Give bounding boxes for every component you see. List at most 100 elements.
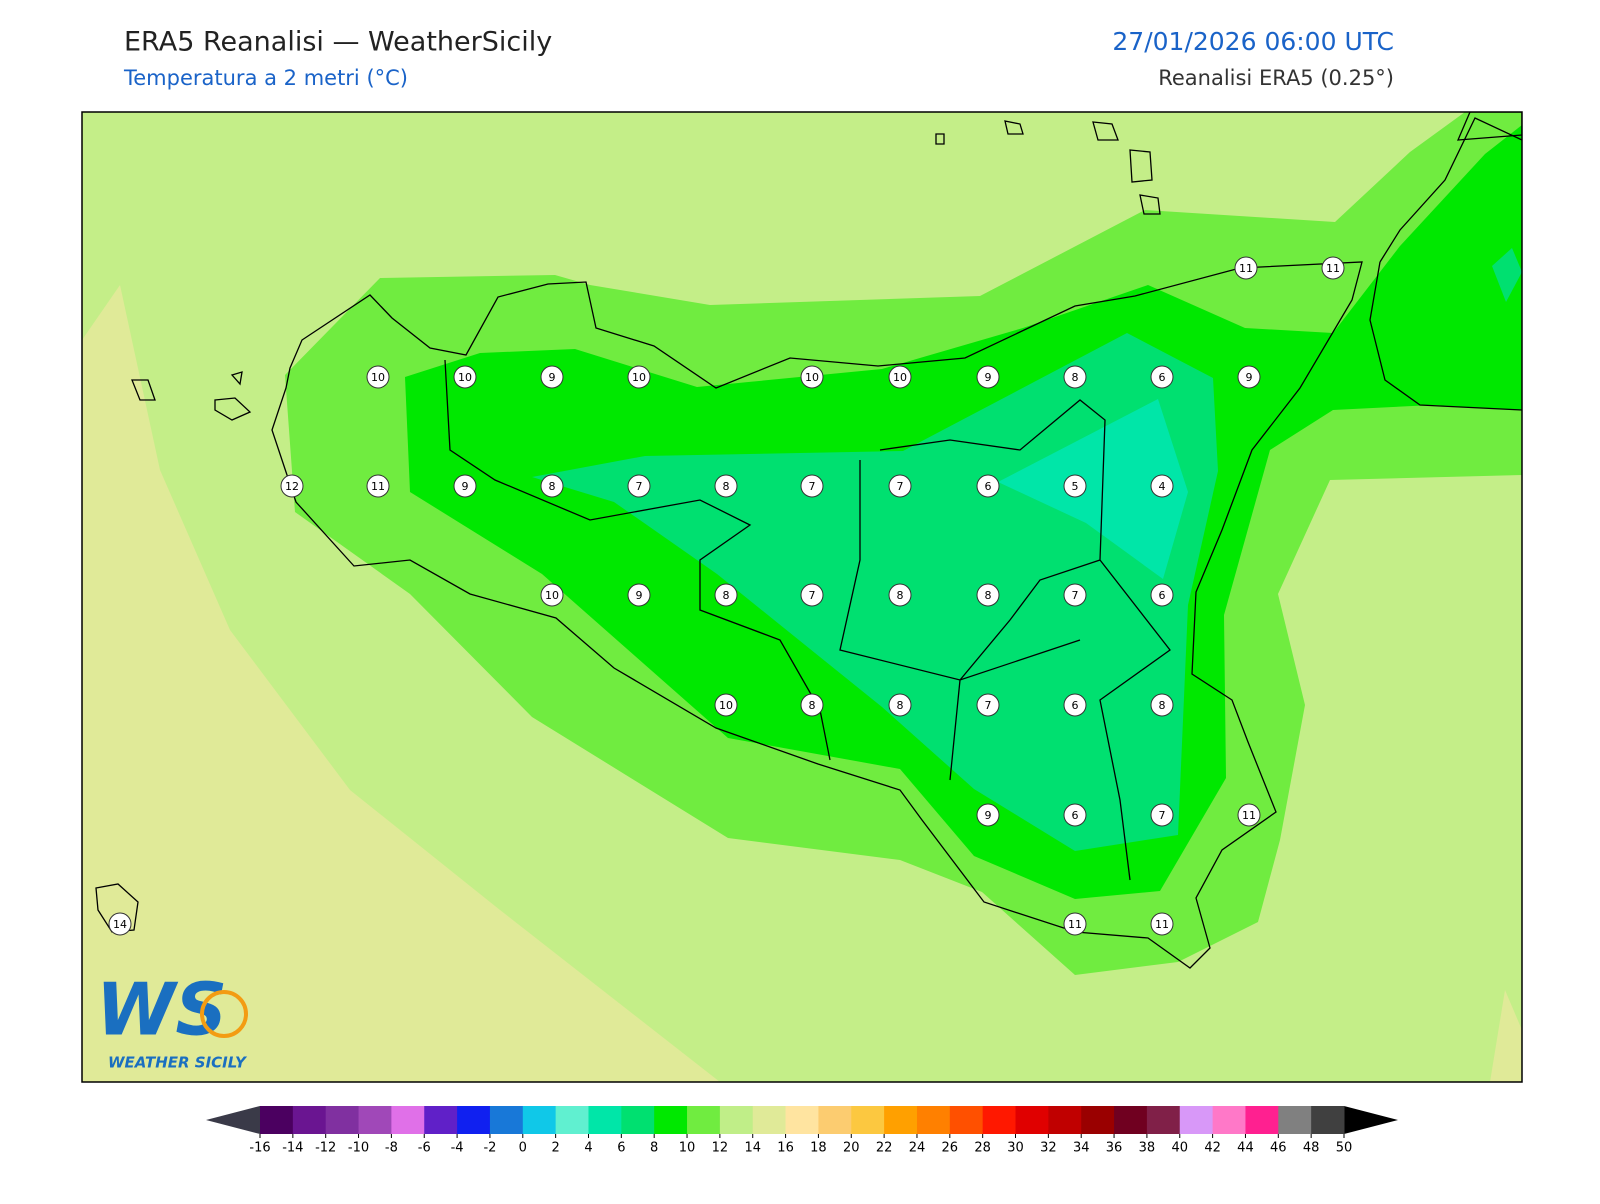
station-marker — [976, 693, 1000, 717]
station-value: 8 — [985, 589, 992, 602]
colorbar-tick-label: -6 — [418, 1141, 431, 1156]
colorbar-tick-label: -10 — [348, 1141, 369, 1156]
map: 11 11 10 10 9 10 10 10 9 8 6 9 12 11 9 8 7 8 7 7 6 5 4 10 9 8 7 8 8 7… — [81, 111, 1523, 1083]
colorbar-segment — [457, 1106, 491, 1134]
colorbar-tick-label: 38 — [1139, 1141, 1156, 1156]
station-marker — [888, 693, 912, 717]
colorbar-tick-label: 0 — [519, 1141, 527, 1156]
colorbar-tick-label: 2 — [551, 1141, 559, 1156]
islands — [95, 112, 1522, 933]
station-marker — [976, 803, 1000, 827]
colorbar-segment — [1278, 1106, 1312, 1134]
station-value: 10 — [632, 371, 646, 384]
station-value: 6 — [985, 480, 992, 493]
colorbar-over — [1344, 1106, 1398, 1134]
band-6-8 — [1492, 248, 1522, 302]
station-value: 8 — [897, 699, 904, 712]
colorbar-tick-label: -16 — [249, 1141, 270, 1156]
colorbar-segment — [1048, 1106, 1082, 1134]
station-marker — [888, 583, 912, 607]
station-marker — [888, 365, 912, 389]
coastline-interior — [444, 359, 1171, 881]
station-value: 7 — [985, 699, 992, 712]
band-14-16 — [1490, 990, 1522, 1082]
colorbar-segment — [621, 1106, 655, 1134]
colorbar-segment — [325, 1106, 360, 1134]
colorbar-tick-label: 8 — [650, 1141, 658, 1156]
logo: WS WEATHER SICILY — [96, 968, 248, 1072]
colorbar-segment — [358, 1106, 392, 1134]
station-value: 11 — [1242, 809, 1256, 822]
station-value: 8 — [723, 480, 730, 493]
station-value: 7 — [1159, 809, 1166, 822]
colorbar-segment — [1015, 1106, 1049, 1134]
colorbar-tick-label: 28 — [974, 1141, 991, 1156]
colorbar-tick-label: 32 — [1040, 1141, 1057, 1156]
colorbar-tick-label: 48 — [1303, 1141, 1320, 1156]
colorbar-tick-label: 46 — [1270, 1141, 1287, 1156]
colorbar-segment — [391, 1106, 425, 1134]
station-marker — [1063, 693, 1087, 717]
station-value: 7 — [1072, 589, 1079, 602]
station-marker — [627, 474, 651, 498]
colorbar-tick-label: 18 — [810, 1141, 827, 1156]
station-marker — [540, 583, 564, 607]
colorbar-segment — [982, 1106, 1017, 1134]
station-marker — [1063, 474, 1087, 498]
station-labels: 11 11 10 10 9 10 10 10 9 8 6 9 12 11 9 8 7 8 7 7 6 5 4 10 9 8 7 8 8 7… — [108, 256, 1345, 936]
colorbar-segment — [949, 1106, 984, 1134]
station-value: 14 — [113, 918, 127, 931]
station-value: 9 — [1246, 371, 1253, 384]
colorbar-segment — [851, 1106, 885, 1134]
map-frame — [81, 111, 1523, 1083]
station-marker — [1150, 474, 1174, 498]
station-marker — [1063, 583, 1087, 607]
station-value: 9 — [549, 371, 556, 384]
colorbar-segment — [884, 1106, 918, 1134]
station-marker — [888, 474, 912, 498]
station-value: 10 — [371, 371, 385, 384]
colorbar-segment — [1081, 1106, 1115, 1134]
logo-text: WS — [96, 968, 227, 1052]
station-marker — [800, 365, 824, 389]
station-value: 11 — [1239, 262, 1253, 275]
station-marker — [1237, 365, 1261, 389]
station-marker — [1321, 256, 1345, 280]
colorbar-tick-label: -2 — [483, 1141, 496, 1156]
colorbar-tick-label: 4 — [584, 1141, 592, 1156]
station-marker — [1150, 365, 1174, 389]
subtitle: Temperatura a 2 metri (°C) — [123, 66, 408, 90]
title: ERA5 Reanalisi — WeatherSicily — [124, 27, 552, 58]
colorbar-tick-label: 12 — [712, 1141, 729, 1156]
station-value: 6 — [1072, 809, 1079, 822]
colorbar-tick-label: 44 — [1237, 1141, 1254, 1156]
station-marker — [540, 474, 564, 498]
station-marker — [108, 912, 132, 936]
station-value: 11 — [1326, 262, 1340, 275]
station-marker — [366, 365, 390, 389]
colorbar-segment — [785, 1106, 819, 1134]
station-value: 10 — [805, 371, 819, 384]
logo-sun — [200, 990, 248, 1038]
station-marker — [800, 583, 824, 607]
station-value: 8 — [723, 589, 730, 602]
colorbar-tick-label: -14 — [282, 1141, 303, 1156]
station-value: 9 — [462, 480, 469, 493]
station-value: 11 — [371, 480, 385, 493]
station-marker — [800, 474, 824, 498]
station-value: 7 — [809, 589, 816, 602]
station-value: 8 — [1159, 699, 1166, 712]
colorbar-segment — [1114, 1106, 1148, 1134]
station-value: 9 — [636, 589, 643, 602]
station-marker — [1063, 912, 1087, 936]
colorbar-segment — [818, 1106, 852, 1134]
station-marker — [976, 474, 1000, 498]
station-value: 11 — [1155, 918, 1169, 931]
station-value: 4 — [1159, 480, 1166, 493]
station-value: 9 — [985, 809, 992, 822]
colorbar-tick-label: -8 — [385, 1141, 398, 1156]
colorbar-tick-label: 20 — [843, 1141, 860, 1156]
station-marker — [714, 583, 738, 607]
colorbar-tick-label: 26 — [942, 1141, 959, 1156]
colorbar-tick-label: 10 — [679, 1141, 696, 1156]
